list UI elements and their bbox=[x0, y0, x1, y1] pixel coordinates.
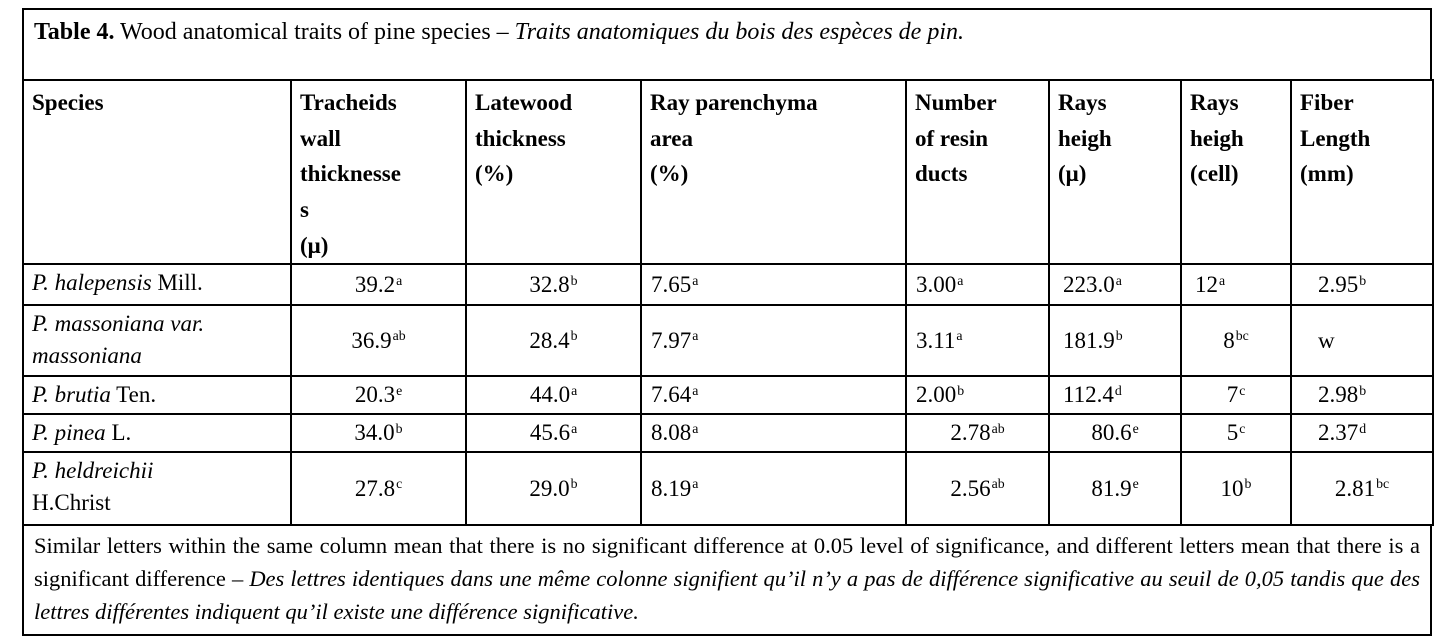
value-cell: 7.65a bbox=[640, 263, 907, 307]
value-cell: 2.37d bbox=[1290, 412, 1434, 453]
value-cell: 29.0b bbox=[465, 450, 642, 526]
value-cell: 7.64a bbox=[640, 374, 907, 415]
value-cell: 20.3e bbox=[290, 374, 467, 415]
value-cell: 7c bbox=[1180, 374, 1292, 415]
value-cell: w bbox=[1290, 304, 1434, 377]
value-cell: 2.95b bbox=[1290, 263, 1434, 307]
table-4-box: Table 4. Wood anatomical traits of pine … bbox=[22, 8, 1434, 636]
anatomical-traits-table: Species Tracheids wall thicknesse s (μ) … bbox=[22, 78, 1434, 526]
col-header-latewood-thickness: Latewood thickness (%) bbox=[465, 78, 642, 266]
table-note: Similar letters within the same column m… bbox=[22, 525, 1432, 636]
table-row: P. pinea L. 34.0b 45.6a 8.08a 2.78ab 80.… bbox=[22, 412, 1434, 453]
value-cell: 223.0a bbox=[1048, 263, 1182, 307]
value-cell: 44.0a bbox=[465, 374, 642, 415]
value-cell: 27.8c bbox=[290, 450, 467, 526]
species-cell: P. brutia Ten. bbox=[22, 374, 292, 415]
value-cell: 2.78ab bbox=[905, 412, 1050, 453]
value-cell: 34.0b bbox=[290, 412, 467, 453]
value-cell: 81.9e bbox=[1048, 450, 1182, 526]
value-cell: 32.8b bbox=[465, 263, 642, 307]
value-cell: 28.4b bbox=[465, 304, 642, 377]
value-cell: 8.08a bbox=[640, 412, 907, 453]
value-cell: 45.6a bbox=[465, 412, 642, 453]
value-cell: 181.9b bbox=[1048, 304, 1182, 377]
value-cell: 2.81bc bbox=[1290, 450, 1434, 526]
value-cell: 39.2a bbox=[290, 263, 467, 307]
value-cell: 10b bbox=[1180, 450, 1292, 526]
species-cell: P. pinea L. bbox=[22, 412, 292, 453]
value-cell: 3.00a bbox=[905, 263, 1050, 307]
species-cell: P. heldreichii H.Christ bbox=[22, 450, 292, 526]
col-header-resin-ducts: Number of resin ducts bbox=[905, 78, 1050, 266]
value-cell: 3.11a bbox=[905, 304, 1050, 377]
species-cell: P. halepensis Mill. bbox=[22, 263, 292, 307]
col-header-rays-height-mu: Rays heigh (μ) bbox=[1048, 78, 1182, 266]
col-header-rays-height-cell: Rays heigh (cell) bbox=[1180, 78, 1292, 266]
value-cell: 8.19a bbox=[640, 450, 907, 526]
note-english: Similar letters within the same column m… bbox=[34, 532, 1420, 592]
table-row: P. brutia Ten. 20.3e 44.0a 7.64a 2.00b 1… bbox=[22, 374, 1434, 415]
value-cell: 12a bbox=[1180, 263, 1292, 307]
table-row: P. heldreichii H.Christ 27.8c 29.0b 8.19a… bbox=[22, 450, 1434, 526]
value-cell: 112.4d bbox=[1048, 374, 1182, 415]
col-header-fiber-length: Fiber Length (mm) bbox=[1290, 78, 1434, 266]
table-row: P. massoniana var. massoniana 36.9ab 28.4… bbox=[22, 304, 1434, 377]
caption-french: Traits anatomiques du bois des espèces d… bbox=[514, 19, 964, 45]
value-cell: 8bc bbox=[1180, 304, 1292, 377]
caption-english: Wood anatomical traits of pine species – bbox=[114, 19, 515, 45]
col-header-species: Species bbox=[22, 78, 292, 266]
value-cell: 7.97a bbox=[640, 304, 907, 377]
value-cell: 2.00b bbox=[905, 374, 1050, 415]
table-row: P. halepensis Mill. 39.2a 32.8b 7.65a 3.… bbox=[22, 263, 1434, 307]
value-cell: 36.9ab bbox=[290, 304, 467, 377]
value-cell: 2.98b bbox=[1290, 374, 1434, 415]
table-number: Table 4. bbox=[34, 19, 115, 45]
col-header-ray-parenchyma-area: Ray parenchyma area (%) bbox=[640, 78, 907, 266]
species-cell: P. massoniana var. massoniana bbox=[22, 304, 292, 377]
header-row: Species Tracheids wall thicknesse s (μ) … bbox=[22, 78, 1434, 266]
value-cell: 2.56ab bbox=[905, 450, 1050, 526]
value-cell: 5c bbox=[1180, 412, 1292, 453]
note-french: Des lettres identiques dans une même col… bbox=[34, 566, 1420, 625]
table-caption: Table 4. Wood anatomical traits of pine … bbox=[22, 8, 1432, 79]
value-cell: 80.6e bbox=[1048, 412, 1182, 453]
col-header-tracheids-wall-thickness: Tracheids wall thicknesse s (μ) bbox=[290, 78, 467, 266]
